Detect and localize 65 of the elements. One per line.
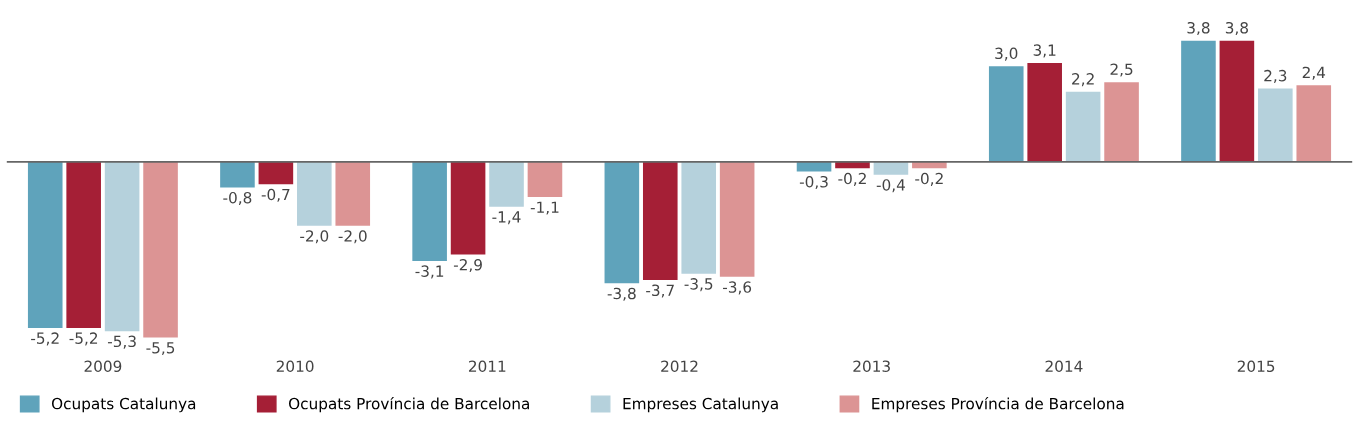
data-label: -5,5 [146,342,175,356]
data-label: 3,8 [1225,21,1248,36]
x-tick-label: 2009 [84,360,122,373]
data-label: 2,4 [1302,66,1326,80]
legend-label: Ocupats Província de Barcelona [288,396,529,413]
bar [297,161,332,226]
x-tick-label: 2010 [276,360,314,373]
bar [220,161,255,188]
bar [335,161,371,226]
data-label: -0,4 [876,179,905,193]
bar [527,161,563,198]
x-tick-label: 2012 [661,360,698,373]
data-label: -5,3 [107,335,136,349]
bar [873,161,909,175]
data-label: 2,3 [1264,69,1287,83]
data-label: -5,2 [31,332,59,346]
bar [1027,63,1062,162]
bar [1181,40,1216,162]
bar [1258,88,1293,162]
bar [143,161,178,338]
bar [412,161,447,261]
x-tick-label: 2015 [1237,360,1275,373]
bar [489,161,524,207]
data-label: 3,0 [995,47,1018,61]
data-label: -3,5 [684,278,713,292]
data-label: 3,1 [1033,44,1056,58]
legend-label: Empreses Catalunya [623,397,778,413]
data-label: 2,5 [1110,63,1133,77]
data-label: -2,0 [338,230,367,244]
bar [1219,40,1255,162]
bar [27,161,63,328]
data-label: -0,2 [838,172,866,186]
bar [104,161,140,332]
data-label: -3,7 [646,284,674,298]
bar [66,161,101,328]
x-tick-label: 2011 [468,360,506,373]
data-label: -3,6 [723,281,752,295]
bar [988,66,1024,162]
bar [796,161,832,172]
x-tick-label: 2014 [1045,360,1083,373]
bar [450,161,486,255]
bar [642,161,678,281]
legend-label: Ocupats Catalunya [51,397,196,413]
bar [681,161,717,274]
bar [719,161,755,277]
data-label: -3,1 [415,265,444,279]
data-label: -0,7 [261,188,290,202]
bar [1065,91,1101,162]
x-tick-label: 2013 [853,360,890,373]
data-label: 3,8 [1187,21,1210,36]
bar [1104,82,1139,162]
bar [258,161,294,185]
bar [604,161,640,284]
bar [1296,85,1332,162]
data-label: -3,8 [607,287,636,301]
data-label: -5,2 [69,332,98,346]
data-label: -1,4 [492,211,521,225]
data-label: -0,3 [799,175,828,190]
legend-label: Empreses Província de Barcelona [872,396,1124,413]
data-label: -0,8 [223,191,252,206]
data-label: -0,2 [915,172,943,186]
data-label: 2,2 [1072,73,1094,87]
data-label: -1,1 [530,201,559,215]
data-label: -2,0 [300,230,329,244]
data-label: -2,9 [453,258,482,273]
